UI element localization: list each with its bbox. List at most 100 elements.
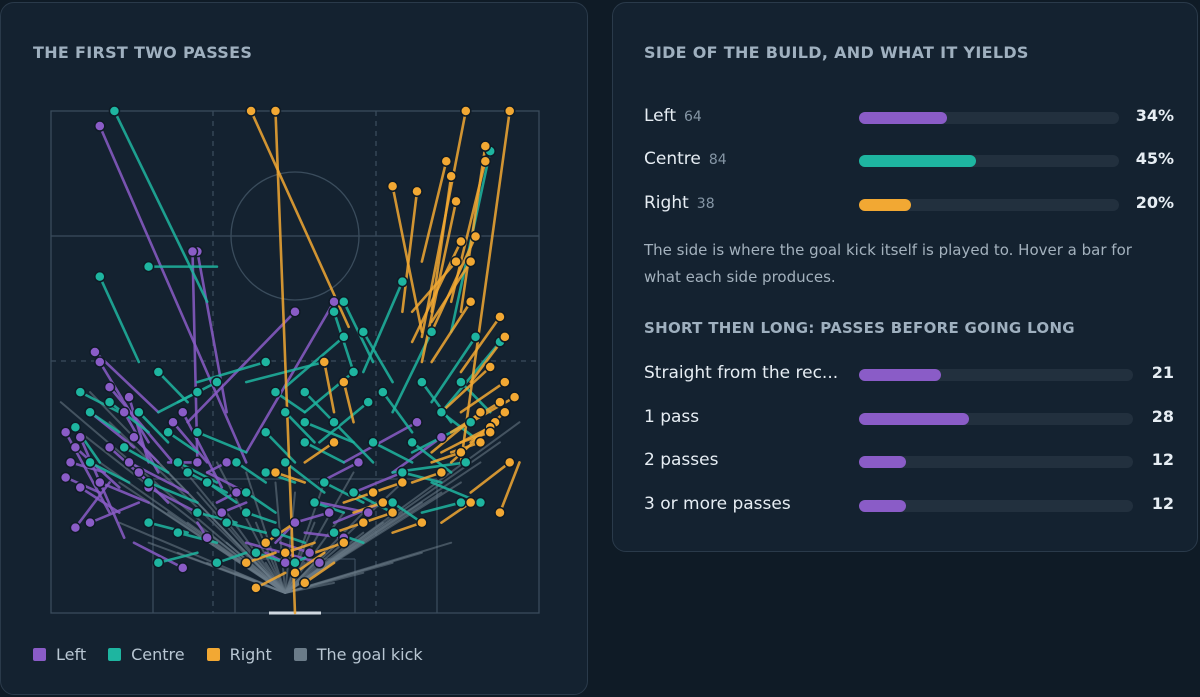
pass-point-centre xyxy=(259,356,272,368)
pass-point-centre xyxy=(230,456,243,469)
pass-point-right xyxy=(464,296,477,308)
pass-point-right xyxy=(499,406,511,418)
build-side-panel: SIDE OF THE BUILD, AND WHAT IT YIELDS Le… xyxy=(612,2,1198,552)
pass-point-right xyxy=(338,376,350,388)
passes-bar-track[interactable] xyxy=(859,500,1133,512)
pass-point-right xyxy=(318,356,331,368)
pass-line-centre xyxy=(318,400,370,444)
pass-point-left xyxy=(123,456,135,469)
pass-point-left xyxy=(118,406,130,418)
pass-point-centre xyxy=(299,416,311,428)
pass-point-centre xyxy=(84,406,96,418)
build-side-title: SIDE OF THE BUILD, AND WHAT IT YIELDS xyxy=(644,43,1029,62)
pass-point-right xyxy=(464,255,477,268)
pass-point-right xyxy=(474,406,487,418)
side-bar-fill xyxy=(859,155,976,167)
pass-point-left xyxy=(352,456,365,469)
pass-point-centre xyxy=(299,436,311,449)
pass-point-centre xyxy=(367,436,379,449)
pass-line-left xyxy=(342,420,419,464)
side-bar-track[interactable] xyxy=(859,155,1119,167)
pass-point-centre xyxy=(455,376,467,388)
pass-line-right xyxy=(410,260,458,314)
pass-point-right xyxy=(494,311,506,323)
pass-point-centre xyxy=(386,496,399,509)
passes-bar-track[interactable] xyxy=(859,456,1133,468)
pass-point-centre xyxy=(191,386,204,398)
passes-label: 2 passes xyxy=(644,450,719,470)
pass-point-centre xyxy=(279,406,291,418)
legend-item-right[interactable]: Right xyxy=(206,645,272,664)
pass-point-centre xyxy=(152,366,165,378)
legend-item-goal-kick[interactable]: The goal kick xyxy=(293,645,423,664)
pass-point-centre xyxy=(455,496,467,509)
side-name: Left xyxy=(644,106,676,126)
legend-label-right: Right xyxy=(229,645,272,664)
pass-point-centre xyxy=(377,386,389,398)
side-label: Centre 84 xyxy=(644,149,727,169)
passes-row[interactable]: 2 passes 12 xyxy=(644,448,1174,474)
pass-line-right xyxy=(293,551,326,575)
pass-point-right xyxy=(503,105,516,117)
pass-line-centre xyxy=(362,330,394,384)
pass-point-right xyxy=(328,436,340,449)
pass-point-right xyxy=(450,255,462,268)
pass-point-right xyxy=(445,170,457,183)
pass-line-left xyxy=(181,410,224,489)
pass-line-centre xyxy=(303,390,336,424)
pass-line-centre xyxy=(78,390,121,414)
pass-point-centre xyxy=(464,416,477,428)
side-percent: 45% xyxy=(1135,149,1174,168)
pass-point-right xyxy=(484,361,496,373)
pass-line-centre xyxy=(122,446,170,474)
passes-row[interactable]: 3 or more passes 12 xyxy=(644,492,1174,518)
pass-point-centre xyxy=(191,506,204,519)
passes-row[interactable]: 1 pass 28 xyxy=(644,405,1174,431)
passes-bar-track[interactable] xyxy=(859,413,1133,425)
pass-point-centre xyxy=(201,476,213,489)
pass-point-left xyxy=(103,381,116,393)
side-row-left[interactable]: Left 64 34% xyxy=(644,104,1174,130)
pass-line-centre xyxy=(205,481,238,504)
pass-line-right xyxy=(322,360,336,414)
pitch-panel: THE FIRST TWO PASSES Left Centre Right T… xyxy=(0,2,588,695)
pass-point-left xyxy=(279,557,291,569)
legend-item-centre[interactable]: Centre xyxy=(108,645,185,664)
side-row-centre[interactable]: Centre 84 45% xyxy=(644,147,1174,173)
pass-line-right xyxy=(249,109,350,329)
pass-point-left xyxy=(94,120,106,132)
legend-label-left: Left xyxy=(56,645,87,664)
pass-line-centre xyxy=(196,430,248,454)
pass-point-centre xyxy=(396,466,409,479)
side-bar-track[interactable] xyxy=(859,199,1119,211)
pass-point-right xyxy=(259,536,272,549)
pass-point-centre xyxy=(172,456,184,469)
pass-point-centre xyxy=(299,386,311,398)
pass-line-centre xyxy=(440,340,502,414)
pass-line-left xyxy=(74,481,111,529)
pass-line-centre xyxy=(381,390,414,434)
pass-point-right xyxy=(455,235,467,248)
side-name: Centre xyxy=(644,149,701,169)
pass-point-left xyxy=(94,476,106,489)
passes-row[interactable]: Straight from the rec... 21 xyxy=(644,361,1174,387)
legend-item-left[interactable]: Left xyxy=(33,645,86,664)
side-note: The side is where the goal kick itself i… xyxy=(644,241,1132,286)
pass-point-centre xyxy=(425,326,438,338)
passes-bar-track[interactable] xyxy=(859,369,1133,381)
pass-point-left xyxy=(74,481,87,494)
pass-point-left xyxy=(64,456,77,469)
pass-point-left xyxy=(411,416,423,428)
pass-line-centre xyxy=(283,461,326,494)
pass-line-left xyxy=(352,471,404,494)
pass-point-right xyxy=(464,496,477,509)
pass-point-centre xyxy=(328,416,340,428)
pass-point-centre xyxy=(220,516,233,529)
pass-line-left xyxy=(186,310,297,424)
side-count: 38 xyxy=(696,196,715,212)
pass-line-centre xyxy=(235,461,268,484)
side-row-right[interactable]: Right 38 20% xyxy=(644,191,1174,217)
side-bar-track[interactable] xyxy=(859,112,1119,124)
pass-point-right xyxy=(269,105,282,117)
pass-point-centre xyxy=(416,376,428,388)
